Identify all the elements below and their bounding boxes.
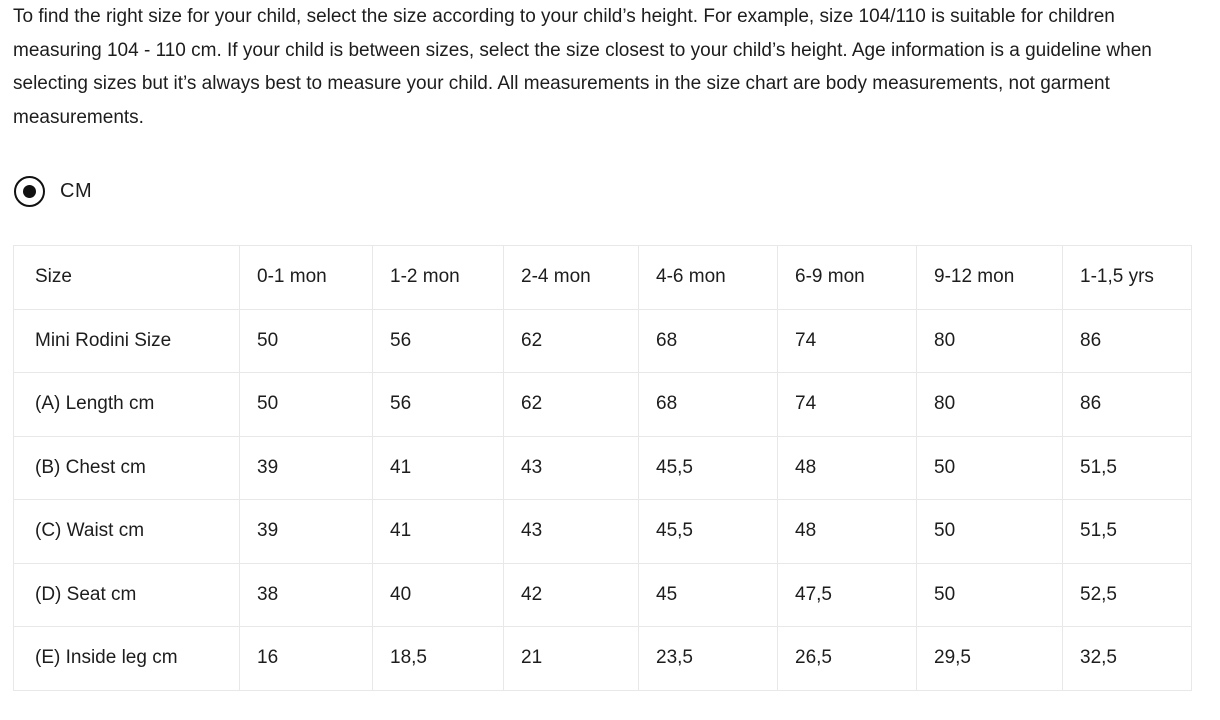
size-value-cell: 80 — [916, 372, 1063, 437]
size-value-cell: 42 — [503, 562, 639, 627]
size-value-cell: 62 — [503, 308, 639, 373]
row-label: (E) Inside leg cm — [13, 626, 240, 691]
size-value-cell: 39 — [239, 499, 373, 564]
row-label: (A) Length cm — [13, 372, 240, 437]
size-value-cell: 43 — [503, 499, 639, 564]
size-value-cell: 48 — [777, 435, 917, 500]
table-row: (A) Length cm 50 56 62 68 74 80 86 — [13, 372, 1192, 437]
size-value-cell: 50 — [916, 499, 1063, 564]
size-value-cell: 50 — [916, 562, 1063, 627]
table-row: (E) Inside leg cm 16 18,5 21 23,5 26,5 29,5 32,… — [13, 626, 1192, 691]
size-value-cell: 41 — [372, 499, 504, 564]
size-value-cell: 26,5 — [777, 626, 917, 691]
row-label: Mini Rodini Size — [13, 308, 240, 373]
size-value-cell: 23,5 — [638, 626, 778, 691]
size-value-cell: 74 — [777, 372, 917, 437]
size-value-cell: 48 — [777, 499, 917, 564]
size-value-cell: 41 — [372, 435, 504, 500]
size-value-cell: 21 — [503, 626, 639, 691]
unit-selector: CM — [14, 175, 1207, 207]
size-value-cell: 50 — [916, 435, 1063, 500]
row-label: (C) Waist cm — [13, 499, 240, 564]
size-value-cell: 68 — [638, 308, 778, 373]
col-header: 9-12 mon — [916, 245, 1063, 310]
unit-option-cm-label: CM — [60, 179, 93, 202]
size-value-cell: 32,5 — [1062, 626, 1192, 691]
unit-option-cm[interactable]: CM — [14, 175, 93, 207]
size-value-cell: 40 — [372, 562, 504, 627]
size-value-cell: 86 — [1062, 308, 1192, 373]
size-guide-intro-text: To find the right size for your child, s… — [13, 6, 1152, 128]
size-value-cell: 51,5 — [1062, 499, 1192, 564]
size-value-cell: 51,5 — [1062, 435, 1192, 500]
table-row: (D) Seat cm 38 40 42 45 47,5 50 52,5 — [13, 562, 1192, 627]
size-value-cell: 39 — [239, 435, 373, 500]
size-value-cell: 74 — [777, 308, 917, 373]
size-value-cell: 56 — [372, 308, 504, 373]
size-value-cell: 50 — [239, 308, 373, 373]
row-label: (B) Chest cm — [13, 435, 240, 500]
size-value-cell: 68 — [638, 372, 778, 437]
size-value-cell: 45,5 — [638, 435, 778, 500]
col-header: 1-2 mon — [372, 245, 504, 310]
col-header: 1-1,5 yrs — [1062, 245, 1192, 310]
header-row: Size 0-1 mon 1-2 mon 2-4 mon 4-6 mon 6-9 mon 9… — [13, 245, 1192, 310]
col-header: 2-4 mon — [503, 245, 639, 310]
size-value-cell: 45,5 — [638, 499, 778, 564]
col-header-size: Size — [13, 245, 240, 310]
col-header: 0-1 mon — [239, 245, 373, 310]
size-value-cell: 52,5 — [1062, 562, 1192, 627]
size-value-cell: 16 — [239, 626, 373, 691]
radio-dot-icon — [23, 184, 36, 198]
table-row: (B) Chest cm 39 41 43 45,5 48 50 51,5 — [13, 435, 1192, 500]
size-value-cell: 47,5 — [777, 562, 917, 627]
size-value-cell: 86 — [1062, 372, 1192, 437]
size-value-cell: 56 — [372, 372, 504, 437]
size-value-cell: 18,5 — [372, 626, 504, 691]
size-value-cell: 80 — [916, 308, 1063, 373]
size-value-cell: 62 — [503, 372, 639, 437]
size-chart-head: Size 0-1 mon 1-2 mon 2-4 mon 4-6 mon 6-9 mon 9… — [13, 245, 1192, 310]
size-chart-table: Size 0-1 mon 1-2 mon 2-4 mon 4-6 mon 6-9 mon 9… — [13, 245, 1192, 691]
size-value-cell: 45 — [638, 562, 778, 627]
size-value-cell: 38 — [239, 562, 373, 627]
table-row: Mini Rodini Size 50 56 62 68 74 80 86 — [13, 308, 1192, 373]
size-value-cell: 29,5 — [916, 626, 1063, 691]
size-value-cell: 43 — [503, 435, 639, 500]
radio-selected-icon[interactable] — [14, 175, 45, 207]
col-header: 4-6 mon — [638, 245, 778, 310]
table-row: (C) Waist cm 39 41 43 45,5 48 50 51,5 — [13, 499, 1192, 564]
row-label: (D) Seat cm — [13, 562, 240, 627]
size-value-cell: 50 — [239, 372, 373, 437]
size-chart-body: Mini Rodini Size 50 56 62 68 74 80 86 (A) Length… — [13, 308, 1192, 691]
col-header: 6-9 mon — [777, 245, 917, 310]
